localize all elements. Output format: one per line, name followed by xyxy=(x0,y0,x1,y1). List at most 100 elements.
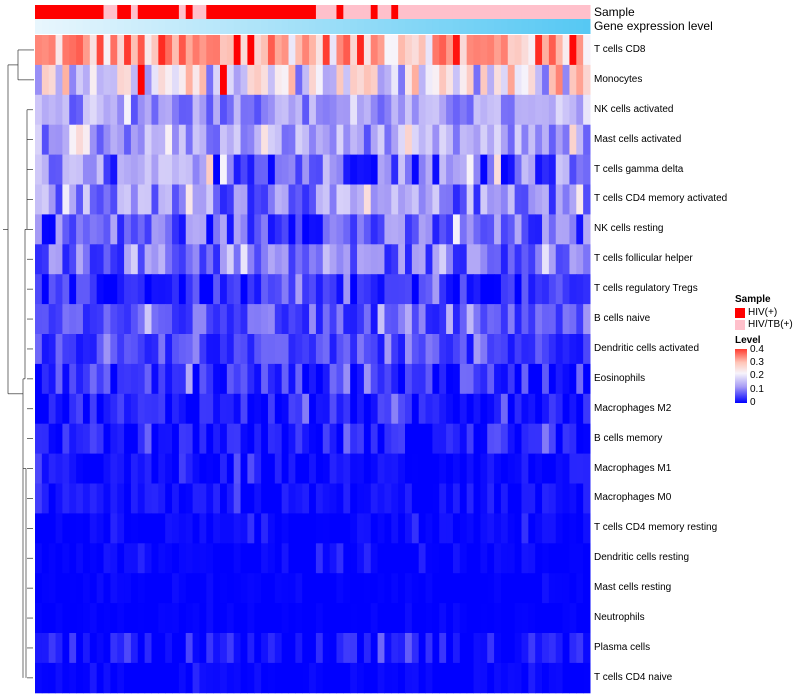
gene-expression-cell xyxy=(62,19,70,34)
heatmap-cell xyxy=(535,453,543,484)
gene-expression-cell xyxy=(240,19,248,34)
heatmap-cell xyxy=(583,94,591,126)
heatmap-cell xyxy=(226,662,235,694)
gene-expression-cell xyxy=(459,19,468,34)
heatmap-cell xyxy=(343,453,351,484)
gene-expression-cell xyxy=(267,19,276,34)
heatmap-cell xyxy=(357,603,365,634)
heatmap-cell xyxy=(521,633,529,664)
heatmap-cell xyxy=(55,423,63,455)
heatmap-cell xyxy=(542,423,550,455)
heatmap-cell xyxy=(548,633,557,664)
heatmap-cell xyxy=(384,573,392,604)
heatmap-cell xyxy=(569,513,577,544)
heatmap-cell xyxy=(82,94,91,126)
heatmap-cell xyxy=(206,154,214,185)
gene-expression-cell xyxy=(535,19,543,34)
heatmap-cell xyxy=(425,633,433,664)
row-label: Eosinophils xyxy=(594,372,646,384)
heatmap-cell xyxy=(521,274,529,305)
heatmap-cell xyxy=(76,603,84,634)
heatmap-cell xyxy=(309,513,317,544)
heatmap-cell xyxy=(281,35,290,66)
heatmap-cell xyxy=(363,214,372,245)
heatmap-cell xyxy=(96,633,105,664)
heatmap-cell xyxy=(521,64,529,96)
gene-expression-cell xyxy=(76,19,84,34)
heatmap-cell xyxy=(185,94,194,126)
heatmap-cell xyxy=(562,393,570,425)
heatmap-cell xyxy=(172,244,180,275)
heatmap-cell xyxy=(418,214,427,245)
heatmap-cell xyxy=(220,184,228,215)
heatmap-cell xyxy=(473,483,481,514)
heatmap-cell xyxy=(336,423,344,455)
heatmap-cell xyxy=(569,214,577,245)
heatmap-cell xyxy=(350,274,358,305)
heatmap-cell xyxy=(343,543,351,574)
heatmap-cell xyxy=(69,94,77,126)
heatmap-cell xyxy=(548,244,557,275)
heatmap-cell xyxy=(124,513,132,544)
heatmap-cell xyxy=(220,633,228,664)
heatmap-cell xyxy=(76,633,84,664)
heatmap-cell xyxy=(55,274,63,305)
heatmap-cell xyxy=(535,94,543,126)
heatmap-cell xyxy=(439,244,447,275)
gene-expression-cell xyxy=(315,19,324,34)
sample-annotation-cell xyxy=(55,5,63,19)
heatmap-cell xyxy=(439,124,447,156)
heatmap-cell xyxy=(439,154,447,185)
heatmap-cell xyxy=(466,35,475,66)
heatmap-cell xyxy=(446,662,454,694)
heatmap-cell xyxy=(377,662,385,694)
heatmap-cell xyxy=(213,543,221,574)
heatmap-cell xyxy=(473,244,481,275)
heatmap-cell xyxy=(302,393,310,425)
row-label: Dendritic cells resting xyxy=(594,552,690,564)
heatmap-cell xyxy=(350,662,358,694)
heatmap-cell xyxy=(377,633,385,664)
heatmap-cell xyxy=(62,423,70,455)
heatmap-cell xyxy=(89,453,98,484)
heatmap-cell xyxy=(130,603,139,634)
heatmap-cell xyxy=(405,393,413,425)
heatmap-cell xyxy=(336,304,344,335)
sample-annotation-cell xyxy=(528,5,536,19)
heatmap-cell xyxy=(528,304,536,335)
heatmap-cell xyxy=(103,603,111,634)
heatmap-cell xyxy=(55,214,63,245)
gene-expression-cell xyxy=(439,19,447,34)
heatmap-cell xyxy=(425,543,433,574)
heatmap-cell xyxy=(288,633,296,664)
heatmap-cell xyxy=(267,64,276,96)
heatmap-cell xyxy=(261,334,269,365)
heatmap-cell xyxy=(41,244,50,275)
heatmap-cell xyxy=(425,363,433,395)
row-label: Dendritic cells activated xyxy=(594,342,700,354)
heatmap-cell xyxy=(309,64,317,96)
heatmap-cell xyxy=(562,662,570,694)
heatmap-cell xyxy=(158,64,166,96)
heatmap-cell xyxy=(494,154,502,185)
heatmap-cell xyxy=(315,633,324,664)
heatmap-cell xyxy=(172,124,180,156)
heatmap-cell xyxy=(48,573,57,604)
heatmap-cell xyxy=(220,453,228,484)
heatmap-cell xyxy=(220,363,228,395)
heatmap-cell xyxy=(363,244,372,275)
row-label: Macrophages M1 xyxy=(594,462,672,474)
heatmap-cell xyxy=(398,124,406,156)
heatmap-cell xyxy=(35,274,43,305)
heatmap-cell xyxy=(514,363,522,395)
heatmap-cell xyxy=(158,483,166,514)
heatmap-cell xyxy=(76,214,84,245)
heatmap-cell xyxy=(247,184,255,215)
heatmap-cell xyxy=(405,543,413,574)
heatmap-cell xyxy=(144,573,152,604)
heatmap-cell xyxy=(473,453,481,484)
gene-expression-cell xyxy=(172,19,180,34)
heatmap-cell xyxy=(542,633,550,664)
heatmap-cell xyxy=(555,64,564,96)
